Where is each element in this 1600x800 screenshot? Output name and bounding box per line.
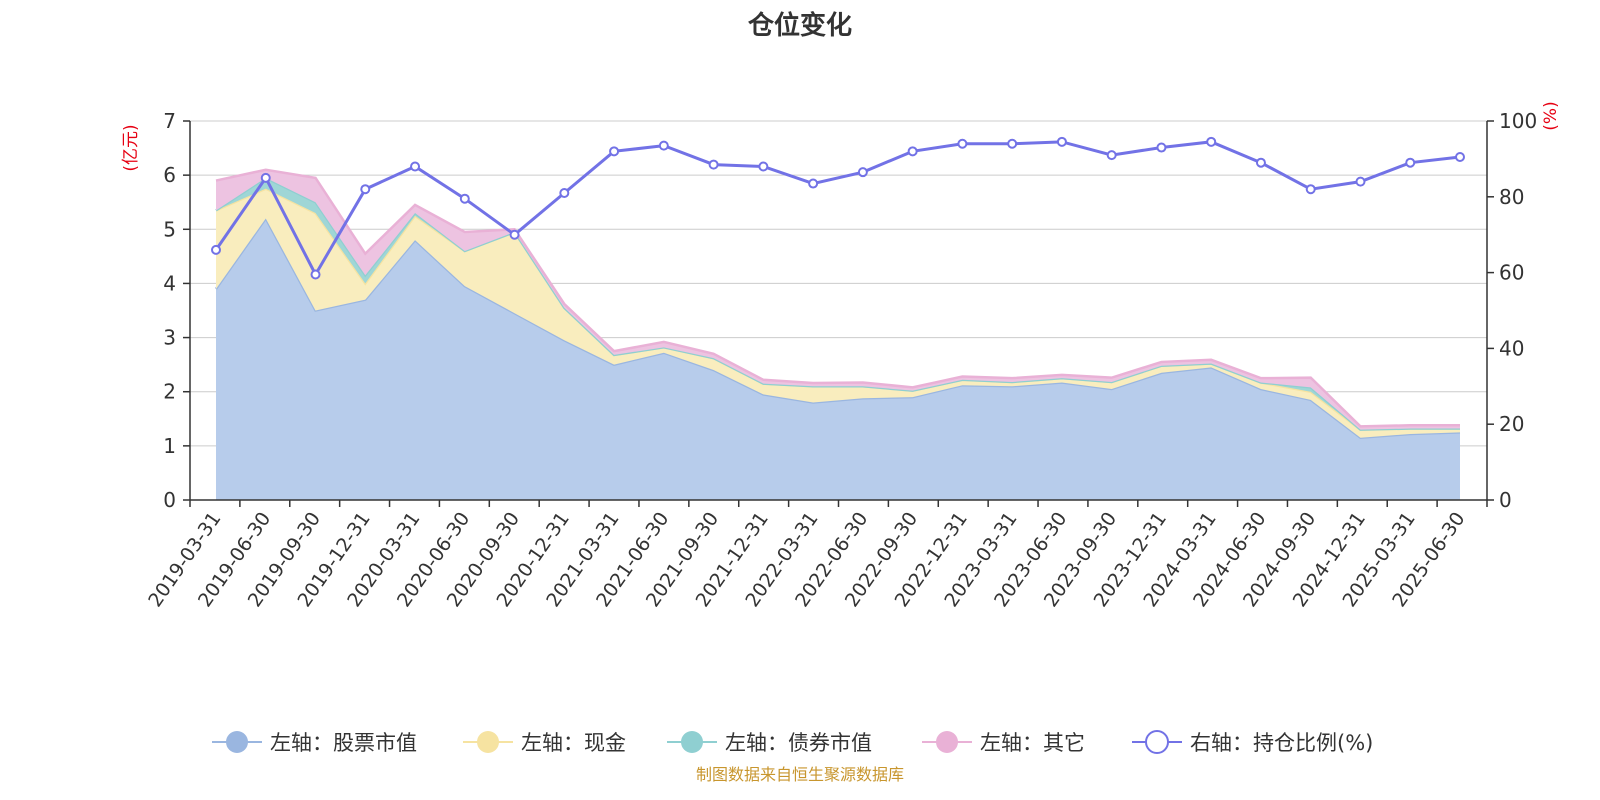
legend[interactable]: 左轴：股票市值 左轴：现金 左轴：债券市值 左轴：其它 右轴：持仓比例(%) [212, 730, 1373, 755]
ratio-line-point [808, 178, 819, 189]
right-axis-tick-label: 100 [1499, 109, 1537, 133]
ratio-line-point [559, 188, 570, 199]
right-axis-tick-label: 0 [1499, 488, 1512, 512]
ratio-line-point [857, 167, 868, 178]
ratio-line-point [658, 140, 669, 151]
legend-circle-icon [477, 731, 499, 753]
position-ratio-line [211, 136, 1465, 280]
ratio-line-point [1156, 142, 1167, 153]
chart-title: 仓位变化 [747, 10, 852, 41]
legend-item[interactable]: 左轴：其它 [922, 731, 1085, 755]
left-axis-tick-label: 6 [163, 163, 176, 187]
legend-label: 左轴：债券市值 [725, 731, 872, 755]
ratio-line-point [708, 159, 719, 170]
ratio-line-point [957, 138, 968, 149]
ratio-line-point [907, 146, 918, 157]
legend-label: 左轴：其它 [980, 731, 1085, 755]
ratio-line-point [1007, 138, 1018, 149]
right-axis-tick-label: 60 [1499, 261, 1524, 285]
left-axis-unit-label: (亿元) [121, 124, 141, 171]
ratio-line-point [360, 184, 371, 195]
source-note: 制图数据来自恒生聚源数据库 [696, 765, 904, 784]
legend-label: 左轴：现金 [521, 731, 626, 755]
legend-item[interactable]: 左轴：股票市值 [212, 731, 417, 755]
legend-item[interactable]: 左轴：债券市值 [667, 731, 872, 755]
ratio-line-point [1455, 152, 1465, 163]
ratio-line-point [1106, 150, 1117, 161]
legend-circle-icon [936, 731, 958, 753]
ratio-line-point [758, 161, 769, 172]
left-axis-tick-label: 0 [163, 488, 176, 512]
ratio-line-path [214, 140, 1461, 278]
legend-circle-icon [681, 731, 703, 753]
left-axis-tick-label: 7 [163, 109, 176, 133]
legend-circle-icon [226, 731, 248, 753]
ratio-line-point [1305, 184, 1316, 195]
left-axis-tick-label: 1 [163, 434, 176, 458]
area-series-4-edge [215, 168, 1460, 428]
legend-circle-icon [1145, 730, 1169, 754]
legend-label: 左轴：股票市值 [270, 731, 417, 755]
right-axis-unit-label: (%) [1541, 101, 1561, 130]
ratio-line-point [509, 229, 520, 240]
left-axis-tick-label: 5 [163, 217, 176, 241]
right-axis-tick-label: 40 [1499, 336, 1524, 360]
ratio-line-point [410, 161, 421, 172]
ratio-line-point [211, 244, 221, 255]
legend-label: 右轴：持仓比例(%) [1190, 731, 1373, 755]
ratio-line-point [260, 172, 271, 183]
ratio-line-point [609, 146, 620, 157]
right-axis-tick-label: 20 [1499, 412, 1524, 436]
area-series-1 [216, 218, 1460, 500]
stacked-areas [214, 168, 1461, 500]
legend-item[interactable]: 右轴：持仓比例(%) [1132, 730, 1373, 755]
ratio-line-point [1206, 136, 1217, 147]
legend-item[interactable]: 左轴：现金 [463, 731, 626, 755]
left-axis-tick-label: 2 [163, 380, 176, 404]
ratio-line-point [1255, 157, 1266, 168]
ratio-line-point [459, 193, 470, 204]
ratio-line-point [1405, 157, 1416, 168]
left-axis-tick-label: 3 [163, 326, 176, 350]
ratio-line-point [1355, 176, 1366, 187]
ratio-line-point [310, 269, 321, 280]
ratio-line-point [1056, 136, 1067, 147]
right-axis-tick-label: 80 [1499, 185, 1524, 209]
left-axis-tick-label: 4 [163, 271, 176, 295]
